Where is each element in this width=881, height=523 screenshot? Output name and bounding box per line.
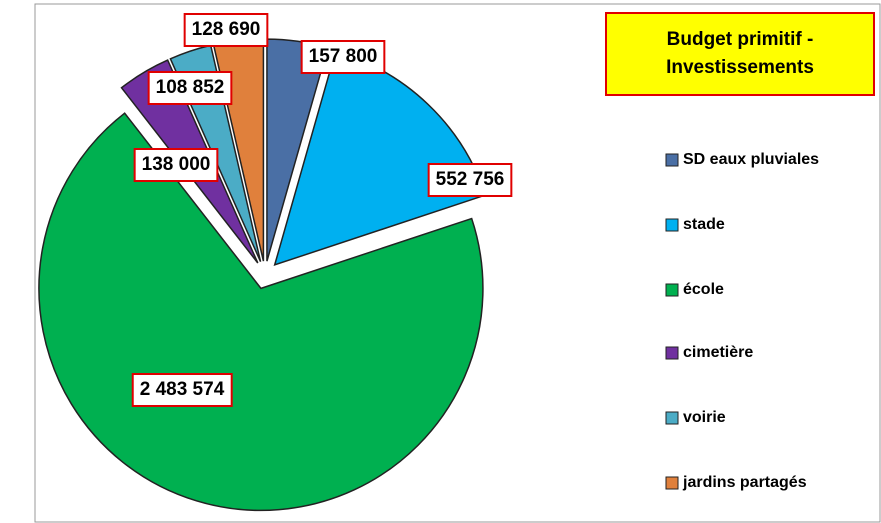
legend-swatch: [665, 283, 679, 297]
data-label-box: [427, 163, 513, 197]
legend-swatch: [665, 411, 679, 425]
legend-swatch: [665, 476, 679, 490]
data-label: 157 800: [309, 46, 378, 67]
data-label-box: [131, 373, 233, 407]
data-label-box: [183, 13, 269, 47]
legend-swatch: [665, 346, 679, 360]
data-label-box: [133, 148, 219, 182]
legend-label: stade: [683, 216, 725, 233]
legend-label: cimetière: [683, 344, 753, 361]
data-label: 108 852: [156, 77, 225, 98]
legend-label: SD eaux pluviales: [683, 151, 819, 168]
chart-border: [34, 3, 881, 523]
data-label-box: [300, 40, 386, 74]
data-label-box: [147, 71, 233, 105]
data-label: 128 690: [192, 19, 261, 40]
data-label: 552 756: [436, 169, 505, 190]
data-label: 2 483 574: [140, 379, 225, 400]
chart-title: Budget primitif - Investissements: [605, 12, 875, 96]
pie-slice: [38, 112, 484, 512]
legend-swatch: [665, 218, 679, 232]
data-label: 138 000: [142, 154, 211, 175]
legend-label: voirie: [683, 409, 726, 426]
legend-swatch: [665, 153, 679, 167]
legend-label: école: [683, 281, 724, 298]
legend-label: jardins partagés: [682, 474, 807, 491]
